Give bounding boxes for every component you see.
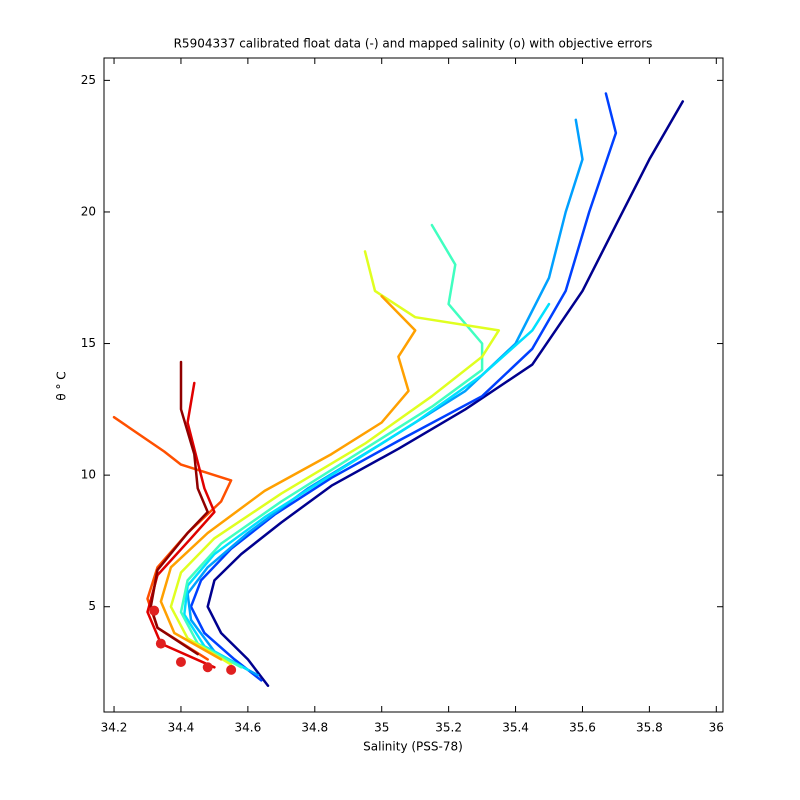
mapped-point [202,662,213,673]
x-tick-label: 36 [709,721,724,735]
x-tick-label: 34.6 [235,721,262,735]
x-tick-label: 34.8 [301,721,328,735]
mapped-point [175,656,186,667]
x-tick-label: 35.6 [569,721,596,735]
mapped-point [149,605,160,616]
profile-line [189,92,618,682]
axes-frame [103,57,724,713]
chart-title: R5904337 calibrated float data (-) and m… [174,37,653,51]
x-tick-label: 34.2 [101,721,128,735]
x-tick-label: 34.4 [168,721,195,735]
x-tick-label: 35.8 [636,721,663,735]
profile-line [159,294,417,661]
profile-line [183,302,551,672]
profile-line [146,381,216,669]
y-tick-label: 20 [81,204,96,218]
x-tick-label: 35.2 [435,721,462,735]
mapped-point [226,664,237,675]
y-tick-label: 10 [81,468,96,482]
y-axis-label: θ ° C [55,371,69,400]
plot-area [112,92,685,687]
x-tick-label: 35.4 [502,721,529,735]
y-tick-label: 5 [88,599,96,613]
profile-line [206,100,685,687]
profile-line [169,250,501,666]
y-tick-label: 15 [81,336,96,350]
profile-line [179,223,484,669]
x-tick-label: 35 [374,721,389,735]
y-tick-label: 25 [81,73,96,87]
profile-line [149,360,209,656]
mapped-point [155,638,166,649]
x-axis-label: Salinity (PSS-78) [363,740,463,754]
